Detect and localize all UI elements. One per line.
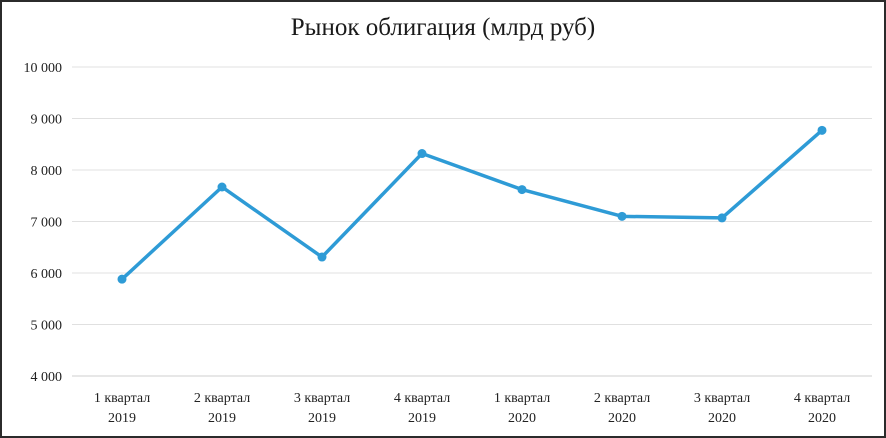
x-tick-label: 2 квартал 2020 — [594, 391, 650, 426]
x-tick-label: 3 квартал 2019 — [294, 391, 350, 426]
x-tick-label: 4 квартал 2019 — [394, 391, 450, 426]
chart-title: Рынок облигация (млрд руб) — [290, 14, 596, 41]
x-tick-label: 4 квартал 2020 — [794, 391, 850, 426]
y-tick-label: 5 000 — [31, 319, 63, 334]
data-point — [817, 125, 827, 135]
y-tick-label: 10 000 — [24, 61, 63, 76]
x-tick-label: 1 квартал 2020 — [494, 391, 550, 426]
data-point — [517, 185, 527, 195]
x-tick-label: 1 квартал 2019 — [94, 391, 150, 426]
x-tick-label: 2 квартал 2019 — [194, 391, 250, 426]
y-tick-label: 8 000 — [31, 164, 63, 179]
y-tick-label: 7 000 — [31, 216, 63, 231]
data-point — [217, 182, 227, 192]
data-point — [117, 274, 127, 284]
data-point — [417, 149, 427, 159]
data-point — [617, 211, 627, 221]
x-tick-label: 3 квартал 2020 — [694, 391, 750, 426]
data-point — [717, 213, 727, 223]
y-tick-label: 4 000 — [31, 370, 63, 385]
y-tick-label: 6 000 — [31, 267, 63, 282]
series-line — [120, 128, 824, 281]
data-point — [317, 252, 327, 262]
y-tick-label: 9 000 — [31, 113, 63, 128]
